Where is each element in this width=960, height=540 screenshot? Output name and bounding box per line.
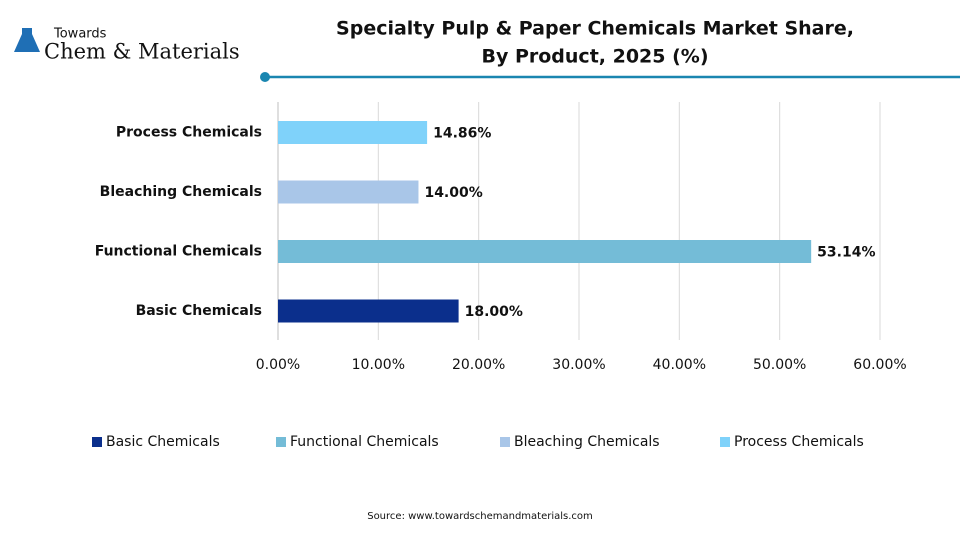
logo-name: Chem & Materials [44, 40, 240, 64]
chart-title: Specialty Pulp & Paper Chemicals Market … [336, 18, 854, 40]
x-tick-label: 20.00% [452, 357, 505, 373]
legend-label: Basic Chemicals [106, 434, 220, 450]
legend-marker [276, 437, 286, 447]
bar [278, 121, 428, 144]
legend-marker [720, 437, 730, 447]
bar [278, 240, 812, 263]
y-tick-label: Bleaching Chemicals [100, 184, 262, 200]
logo: Towards Chem & Materials [14, 27, 240, 64]
x-tick-label: 10.00% [352, 357, 405, 373]
bar [278, 299, 459, 323]
legend-label: Functional Chemicals [290, 434, 439, 450]
y-tick-label: Process Chemicals [116, 125, 262, 141]
x-tick-label: 0.00% [256, 357, 300, 373]
logo-icon [14, 28, 40, 52]
legend-marker [92, 437, 102, 447]
legend-marker [500, 437, 510, 447]
y-tick-label: Basic Chemicals [136, 303, 262, 319]
x-tick-label: 60.00% [853, 357, 906, 373]
source: Source: www.towardschemandmaterials.com [367, 511, 593, 522]
legend-label: Process Chemicals [734, 434, 864, 450]
x-tick-label: 30.00% [552, 357, 605, 373]
chart-title: By Product, 2025 (%) [481, 46, 708, 68]
data-label: 14.86% [433, 126, 491, 142]
y-tick-label: Functional Chemicals [95, 244, 262, 260]
logo-top: Towards [53, 27, 107, 42]
bar [278, 180, 419, 204]
data-label: 53.14% [817, 245, 875, 261]
data-label: 14.00% [424, 185, 482, 201]
data-label: 18.00% [465, 304, 523, 320]
x-tick-label: 50.00% [753, 357, 806, 373]
x-tick-label: 40.00% [653, 357, 706, 373]
legend-label: Bleaching Chemicals [514, 434, 660, 450]
